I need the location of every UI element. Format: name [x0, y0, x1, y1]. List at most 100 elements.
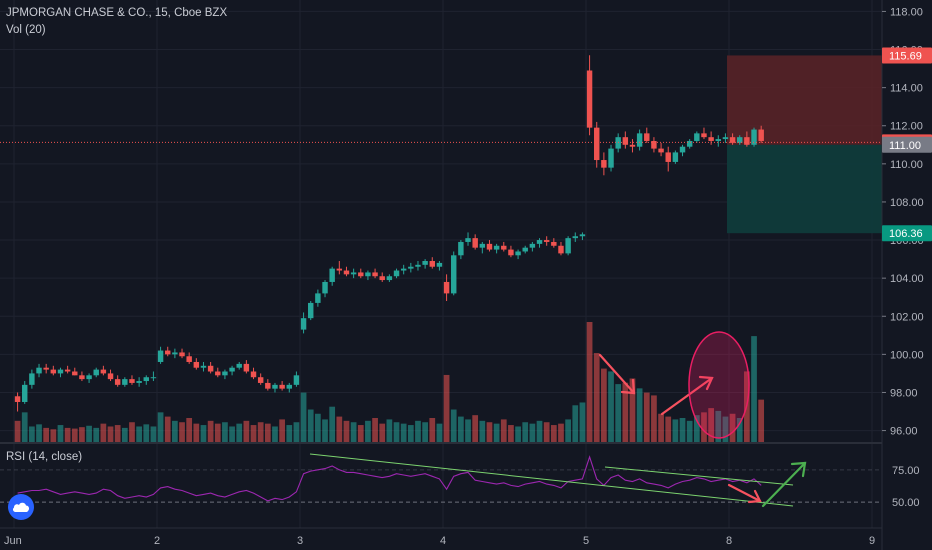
- candle-body: [243, 363, 250, 372]
- volume-bar: [57, 425, 64, 442]
- candle-body: [315, 293, 321, 303]
- volume-bar: [479, 420, 486, 442]
- tradingview-logo[interactable]: [8, 494, 34, 520]
- volume-bar: [751, 336, 757, 442]
- candle-body: [579, 234, 586, 237]
- red-arrow-rsi[interactable]: [727, 483, 762, 504]
- grid-lines: [0, 0, 882, 528]
- volume-bar: [422, 422, 428, 442]
- volume-bar: [121, 427, 128, 442]
- volume-bar: [43, 427, 50, 442]
- cloud-icon: [12, 502, 30, 512]
- volume-legend[interactable]: Vol (20): [6, 24, 46, 36]
- volume-bar: [672, 419, 679, 442]
- candle-body: [594, 127, 600, 161]
- rsi-legend[interactable]: RSI (14, close): [6, 451, 83, 463]
- volume-bar: [79, 427, 85, 442]
- drawings[interactable]: [309, 331, 807, 508]
- volume-bar: [50, 429, 57, 442]
- candle-body: [372, 272, 378, 277]
- candle-body: [343, 270, 350, 275]
- volume-bar: [343, 420, 350, 442]
- volume-bar: [379, 423, 386, 442]
- candle-body: [22, 384, 28, 402]
- volume-bar: [622, 382, 629, 442]
- volume-bar: [129, 422, 135, 442]
- red-arrow-up[interactable]: [660, 375, 714, 416]
- candle-body: [522, 247, 528, 252]
- candle-body: [486, 243, 493, 250]
- volume-bar: [736, 418, 743, 442]
- candle-body: [322, 281, 328, 294]
- candle-body: [200, 365, 207, 368]
- green-arrow-up[interactable]: [761, 461, 807, 508]
- candle-body: [429, 261, 435, 267]
- volume-bar: [100, 423, 107, 442]
- candle-body: [493, 245, 500, 250]
- candle-body: [100, 369, 107, 374]
- candle-body: [129, 379, 135, 383]
- candle-body: [50, 369, 57, 374]
- volume-bar: [693, 415, 700, 442]
- volume-bar: [400, 423, 407, 442]
- candle-body: [443, 281, 450, 294]
- volume-bar: [450, 409, 457, 442]
- candle-body: [157, 350, 164, 362]
- volume-bar: [71, 428, 78, 442]
- volume-bar: [529, 423, 536, 442]
- time-label: Jun: [4, 535, 22, 547]
- time-axis[interactable]: Jun 2 3 4 5 8 9: [4, 535, 875, 547]
- position-zones[interactable]: [727, 55, 882, 234]
- volume-spike-ellipse[interactable]: [688, 331, 750, 439]
- price-tick-label: 108.00: [890, 197, 924, 209]
- stop-loss-zone: [727, 55, 882, 145]
- price-tick-label: 110.00: [890, 159, 923, 171]
- volume-bar: [465, 419, 471, 442]
- candle-body: [636, 133, 643, 147]
- rsi-pane: [0, 455, 882, 503]
- candle-body: [257, 377, 264, 383]
- candle-body: [207, 365, 214, 372]
- candle-body: [679, 146, 686, 153]
- volume-bar: [636, 388, 643, 442]
- volume-bar: [193, 423, 200, 442]
- volume-bar: [472, 415, 479, 442]
- volume-bar: [107, 426, 114, 442]
- candle-body: [737, 137, 743, 143]
- candle-body: [665, 152, 671, 162]
- candle-body: [172, 352, 178, 355]
- price-candles: [14, 55, 764, 412]
- rsi-axis[interactable]: 75.00 50.00: [892, 465, 920, 509]
- red-arrow-down[interactable]: [598, 353, 636, 395]
- volume-bar: [21, 412, 28, 442]
- candle-body: [272, 384, 278, 389]
- candle-body: [694, 133, 700, 141]
- volume-bar: [393, 422, 400, 442]
- volume-bar: [236, 423, 243, 442]
- volume-bar: [572, 405, 579, 442]
- volume-bar: [586, 322, 593, 442]
- candle-body: [708, 137, 714, 141]
- candle-body: [365, 272, 371, 277]
- volume-bar: [686, 420, 693, 442]
- symbol-title[interactable]: JPMORGAN CHASE & CO., 15, Cboe BZX: [6, 7, 228, 19]
- candle-body: [515, 251, 521, 256]
- candle-body: [465, 238, 471, 242]
- rsi-trendline-long[interactable]: [309, 453, 794, 507]
- price-axis[interactable]: 118.00116.00114.00112.00110.00108.00106.…: [881, 0, 932, 550]
- rsi-trendline-short[interactable]: [604, 466, 794, 486]
- volume-bar: [336, 416, 343, 442]
- candle-body: [672, 152, 679, 162]
- volume-bar: [593, 353, 600, 442]
- candle-body: [644, 133, 650, 141]
- candle-body: [601, 160, 607, 168]
- volume-bar: [608, 371, 614, 442]
- volume-bar: [172, 420, 178, 442]
- volume-bar: [458, 416, 464, 442]
- candle-body: [350, 272, 357, 275]
- candle-body: [386, 276, 393, 281]
- rsi-tick-label: 75.00: [892, 465, 920, 477]
- candle-body: [29, 373, 35, 385]
- volume-bar: [86, 425, 92, 442]
